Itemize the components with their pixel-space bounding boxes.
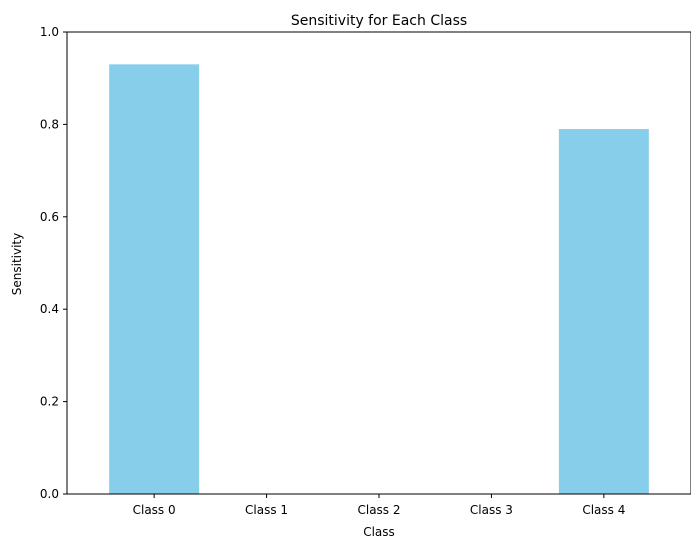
- y-tick-label: 0.8: [40, 117, 59, 131]
- x-tick-label: Class 0: [133, 503, 176, 517]
- y-tick-label: 0.2: [40, 395, 59, 409]
- plot-frame: [66, 31, 691, 495]
- y-tick-label: 1.0: [40, 25, 59, 39]
- x-tick-label: Class 2: [357, 503, 400, 517]
- y-tick-label: 0.0: [40, 487, 59, 501]
- y-axis-label: Sensitivity: [10, 233, 24, 295]
- x-tick-label: Class 3: [470, 503, 513, 517]
- chart-title: Sensitivity for Each Class: [291, 13, 467, 29]
- bars-group: [109, 64, 649, 494]
- x-tick-label: Class 1: [245, 503, 288, 517]
- bar-class-4: [558, 129, 649, 494]
- x-tick-label: Class 4: [582, 503, 625, 517]
- ticks-group: Class 0 Class 1 Class 2 Class 3 Class 4 0.0 0.…: [40, 25, 625, 517]
- bar-class-0: [109, 64, 200, 494]
- y-tick-label: 0.4: [40, 302, 59, 316]
- x-axis-label: Class: [363, 525, 395, 539]
- y-tick-label: 0.6: [40, 210, 59, 224]
